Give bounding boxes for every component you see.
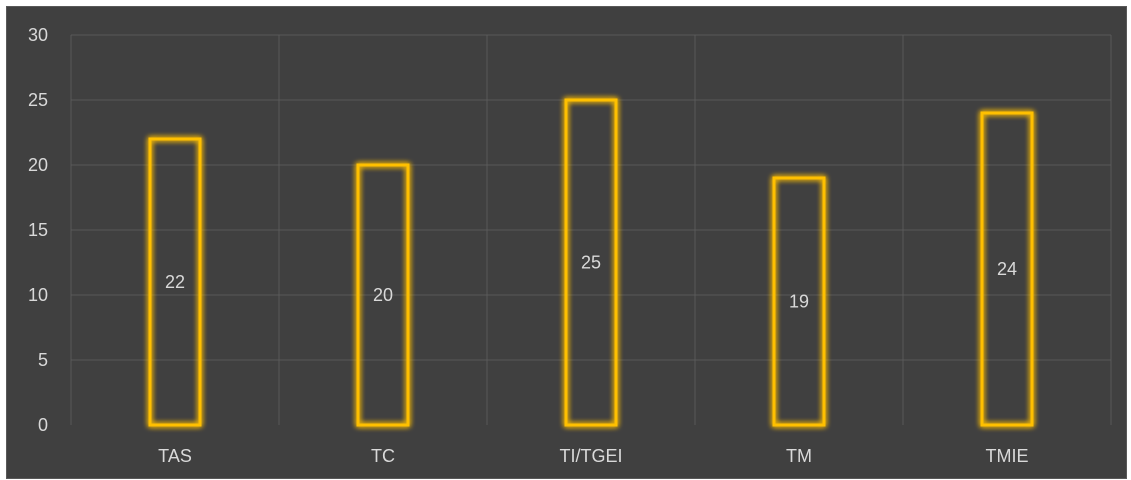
y-tick-label: 30 bbox=[28, 25, 48, 45]
y-tick-label: 20 bbox=[28, 155, 48, 175]
y-tick-label: 15 bbox=[28, 220, 48, 240]
data-label: 19 bbox=[789, 292, 809, 312]
x-tick-label: TI/TGEI bbox=[560, 446, 623, 466]
bar-tm bbox=[772, 176, 826, 427]
bars bbox=[148, 98, 1034, 427]
x-axis-tick-labels: TAS TC TI/TGEI TM TMIE bbox=[158, 446, 1028, 466]
x-tick-label: TAS bbox=[158, 446, 192, 466]
x-tick-label: TM bbox=[786, 446, 812, 466]
bar-tmie bbox=[980, 111, 1034, 427]
gridlines bbox=[70, 34, 1112, 425]
data-label: 20 bbox=[373, 285, 393, 305]
y-tick-label: 10 bbox=[28, 285, 48, 305]
bar-tc bbox=[356, 163, 410, 427]
bar-tas bbox=[148, 137, 202, 427]
data-labels: 22 20 25 19 24 bbox=[165, 253, 1017, 312]
bar-ti-tgei bbox=[564, 98, 618, 427]
y-tick-label: 0 bbox=[38, 415, 48, 435]
y-axis-tick-labels: 0 5 10 15 20 25 30 bbox=[28, 25, 48, 435]
x-tick-label: TMIE bbox=[986, 446, 1029, 466]
data-label: 22 bbox=[165, 272, 185, 292]
y-tick-label: 5 bbox=[38, 350, 48, 370]
data-label: 24 bbox=[997, 259, 1017, 279]
data-label: 25 bbox=[581, 253, 601, 273]
y-tick-label: 25 bbox=[28, 90, 48, 110]
x-tick-label: TC bbox=[371, 446, 395, 466]
